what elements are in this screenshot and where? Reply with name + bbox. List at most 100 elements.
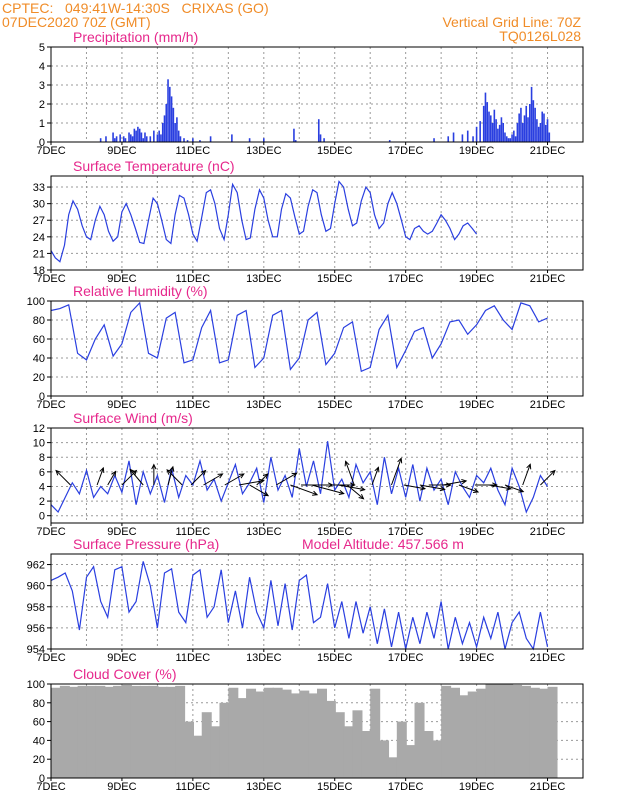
- precip-bar: [452, 132, 455, 142]
- cloud-bar: [281, 689, 292, 778]
- humidity-xtick-label: 7DEC: [36, 399, 65, 411]
- pressure-frame: [50, 553, 584, 650]
- precip-bar: [160, 134, 162, 142]
- wind-vector: [129, 469, 144, 486]
- wind-vector-head: [505, 485, 512, 491]
- temp-panel: 18 21 24 27 30 33 7DEC 9DEC 11DEC 13DEC 15DEC 17DEC…: [33, 158, 584, 285]
- wind-vector: [311, 484, 344, 495]
- wind-ytick-label: 4: [39, 481, 45, 493]
- humidity-series-line: [50, 301, 548, 373]
- precip-bar: [546, 119, 549, 142]
- wind-xtick-label: 9DEC: [107, 526, 136, 538]
- wind-vector: [190, 470, 206, 486]
- wind-vector-head: [419, 485, 427, 491]
- precip-bar: [119, 134, 121, 142]
- temp-xtick-label: 17DEC: [388, 273, 424, 285]
- pressure-xtick-label: 13DEC: [246, 652, 282, 664]
- precip-bar: [156, 134, 159, 142]
- precip-bar: [133, 128, 136, 142]
- precip-bar: [158, 130, 160, 142]
- cloud-bar: [113, 685, 124, 778]
- wind-vector-head: [397, 457, 403, 464]
- precip-bar: [174, 123, 176, 142]
- wind-vector-head: [374, 466, 380, 473]
- precip-bar: [323, 138, 325, 142]
- precip-title: Precipitation (mm/h): [73, 29, 198, 45]
- wind-xtick-label: 7DEC: [36, 526, 65, 538]
- precip-bar: [534, 107, 536, 142]
- precip-bar: [177, 130, 180, 142]
- humidity-panel: 0 20 40 60 80 100 7DEC 9DEC 11DEC 13DEC 15DEC 17DEC…: [27, 283, 584, 411]
- cloud-xtick-label: 21DEC: [530, 781, 566, 793]
- precip-ytick-label: 4: [39, 61, 45, 73]
- precip-bar: [231, 134, 233, 142]
- pressure-annotation: Model Altitude: 457.566 m: [302, 536, 464, 552]
- wind-vector-head: [111, 470, 117, 477]
- wind-vector: [346, 484, 364, 500]
- precip-bar: [447, 136, 450, 142]
- precip-bar: [170, 96, 173, 142]
- wind-vector: [504, 484, 524, 493]
- cloud-title: Cloud Cover (%): [73, 666, 176, 682]
- cloud-bar: [396, 721, 407, 778]
- cloud-bar: [121, 684, 132, 778]
- header-model-id: TQ0126L028: [499, 28, 581, 44]
- temp-title: Surface Temperature (nC): [73, 158, 235, 174]
- cloud-bar: [166, 686, 177, 778]
- cloud-bar: [538, 688, 549, 778]
- cloud-xtick-label: 9DEC: [107, 781, 136, 793]
- cloud-bar: [254, 691, 265, 778]
- wind-vector-head: [99, 466, 105, 473]
- precip-bar: [140, 132, 143, 142]
- wind-xtick-label: 15DEC: [317, 526, 353, 538]
- pressure-xtick-label: 7DEC: [36, 652, 65, 664]
- temp-ytick-label: 24: [33, 232, 45, 244]
- cloud-bar: [503, 684, 514, 778]
- precip-bar: [388, 140, 391, 142]
- precip-bar: [472, 136, 474, 142]
- cloud-bar: [520, 685, 531, 778]
- cloud-ytick-label: 40: [33, 735, 45, 747]
- cloud-xtick-label: 19DEC: [459, 781, 495, 793]
- wind-vector: [540, 470, 556, 486]
- precip-bar: [144, 132, 146, 142]
- cloud-panel: 0 20 40 60 80 100 7DEC 9DEC 11DEC 13DEC 15DEC 17DEC…: [27, 666, 584, 793]
- precip-bar: [495, 119, 497, 142]
- cloud-bar: [405, 745, 416, 778]
- precip-ytick-label: 0: [39, 137, 45, 149]
- cloud-bar: [77, 685, 88, 778]
- precip-ytick-label: 1: [39, 118, 45, 130]
- wind-vector-head: [446, 482, 452, 488]
- cloud-bar: [95, 685, 106, 778]
- precip-bar: [319, 134, 322, 142]
- humidity-ytick-label: 80: [33, 315, 45, 327]
- precip-bar: [293, 128, 295, 142]
- cloud-bar: [219, 702, 230, 778]
- wind-vector: [275, 472, 297, 486]
- wind-vector: [458, 484, 479, 493]
- humidity-xtick-label: 9DEC: [107, 399, 136, 411]
- temp-xtick-label: 11DEC: [176, 273, 211, 285]
- wind-series-line: [50, 441, 549, 514]
- pressure-panel: 954 956 958 960 962 7DEC 9DEC 11DEC 13DEC 15DEC 17…: [27, 536, 584, 664]
- precip-bar: [114, 138, 116, 142]
- wind-vector: [391, 458, 402, 486]
- wind-ytick-label: 6: [39, 467, 45, 479]
- precip-panel: 0 1 2 3 4 5 7DEC 9DEC 11DEC 13DEC 15DEC 17DEC 19DEC 2…: [36, 29, 584, 157]
- pressure-xtick-label: 15DEC: [317, 652, 353, 664]
- precip-bar: [105, 136, 107, 142]
- precip-bar: [186, 140, 189, 142]
- precip-xtick-label: 17DEC: [388, 145, 424, 157]
- precip-bar: [138, 128, 141, 142]
- wind-vector: [442, 480, 467, 486]
- wind-vector-head: [549, 469, 556, 476]
- wind-ytick-label: 0: [39, 511, 45, 523]
- wind-vector: [522, 464, 531, 486]
- precip-bar: [486, 102, 489, 142]
- precip-bar: [498, 124, 501, 142]
- wind-panel: 0 2 4 6 8 10 12 7DEC 9DEC 11DEC 13DEC 15DEC 17DEC 19D…: [33, 410, 584, 538]
- precip-bar: [484, 92, 487, 142]
- precip-bar: [317, 119, 320, 142]
- wind-ytick-label: 12: [33, 423, 45, 435]
- cloud-bar: [343, 726, 354, 778]
